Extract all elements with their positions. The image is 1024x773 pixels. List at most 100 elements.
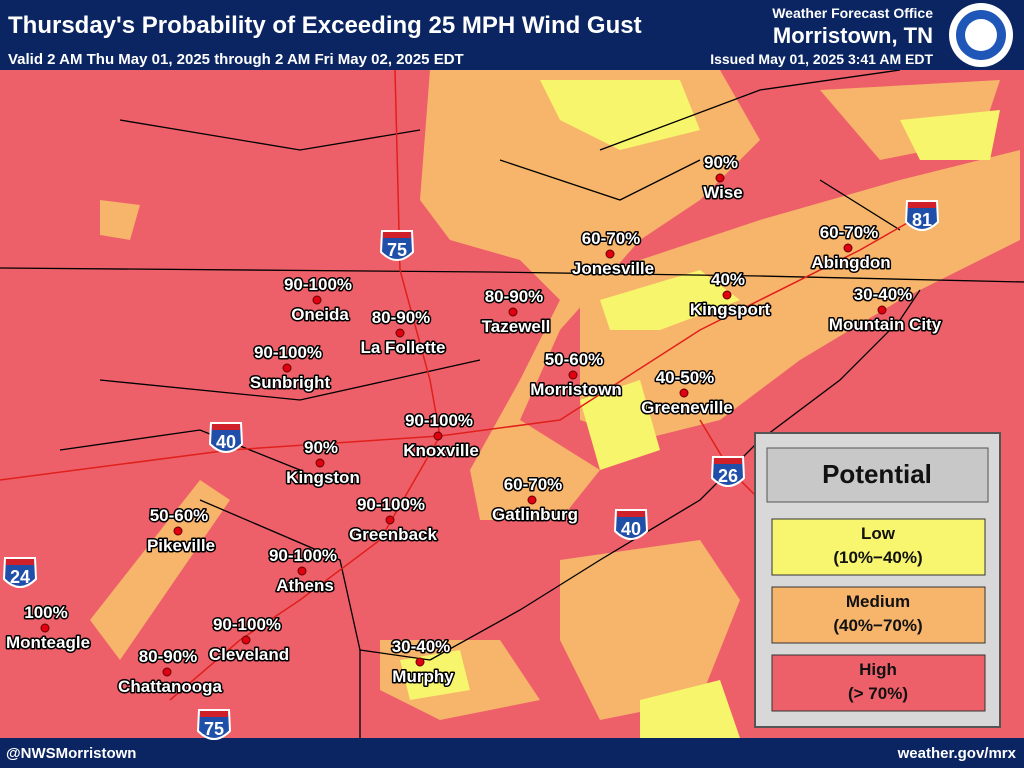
city-name: Greenback <box>349 525 437 544</box>
city-dot <box>508 307 518 317</box>
city-probability: 30-40% <box>854 285 913 304</box>
city-name: Greeneville <box>641 398 733 417</box>
city-dot <box>415 657 425 667</box>
city-probability: 50-60% <box>545 350 604 369</box>
city-dot <box>433 431 443 441</box>
city-name: Jonesville <box>572 259 654 278</box>
city-name: Gatlinburg <box>492 505 578 524</box>
city-probability: 100% <box>24 603 67 622</box>
legend-range: (10%−40%) <box>833 548 922 567</box>
city-dot <box>162 667 172 677</box>
city-probability: 30-40% <box>392 637 451 656</box>
city-name: Kingston <box>286 468 360 487</box>
city-probability: 60-70% <box>582 229 641 248</box>
city-dot <box>241 635 251 645</box>
footer-bar <box>0 738 1024 768</box>
legend-level: Medium <box>846 592 910 611</box>
legend-level: Low <box>861 524 896 543</box>
city-dot <box>395 328 405 338</box>
city-dot <box>843 243 853 253</box>
shield-top <box>714 458 742 464</box>
shield-top <box>6 559 34 565</box>
city-dot <box>715 173 725 183</box>
city-probability: 80-90% <box>372 308 431 327</box>
low-areas <box>400 80 1000 738</box>
city-dot <box>173 526 183 536</box>
city-probability: 90-100% <box>269 546 337 565</box>
interstate-shield <box>904 200 940 231</box>
city-dot <box>679 388 689 398</box>
interstate-shield <box>613 509 649 540</box>
interstate-number: 24 <box>10 567 30 587</box>
valid-time: Valid 2 AM Thu May 01, 2025 through 2 AM… <box>8 51 464 68</box>
interstate-number: 75 <box>387 240 407 260</box>
interstate-number: 40 <box>621 519 641 539</box>
city-probability: 80-90% <box>139 647 198 666</box>
interstate-number: 40 <box>216 432 236 452</box>
legend-swatch <box>771 654 986 712</box>
city-probability: 40-50% <box>656 368 715 387</box>
office-label: Weather Forecast Office <box>772 5 933 21</box>
medium-areas <box>90 70 1020 720</box>
interstate-number: 75 <box>204 719 224 739</box>
interstate-shield <box>208 422 244 453</box>
city-name: Kingsport <box>690 300 771 319</box>
city-name: Morristown <box>530 380 622 399</box>
city-name: Knoxville <box>403 441 479 460</box>
legend-range: (40%−70%) <box>833 616 922 635</box>
city-name: Tazewell <box>482 317 551 336</box>
shield-top <box>617 511 645 517</box>
interstate-shield <box>2 557 38 588</box>
city-name: Mountain City <box>829 315 942 334</box>
legend-level: High <box>859 660 897 679</box>
city-name: Sunbright <box>250 373 331 392</box>
city-dot <box>312 295 322 305</box>
city-probability: 90-100% <box>284 275 352 294</box>
legend-swatch <box>771 586 986 644</box>
city-probability: 60-70% <box>820 223 879 242</box>
city-name: Monteagle <box>6 633 90 652</box>
city-probability: 90-100% <box>213 615 281 634</box>
city-dot <box>605 249 615 259</box>
interstate-number: 81 <box>912 210 932 230</box>
shield-top <box>200 711 228 717</box>
city-name: Chattanooga <box>118 677 222 696</box>
city-name: La Follette <box>360 338 445 357</box>
city-name: Murphy <box>392 667 454 686</box>
city-dot <box>297 566 307 576</box>
city-dot <box>315 458 325 468</box>
city-probability: 90-100% <box>254 343 322 362</box>
city-dot <box>877 305 887 315</box>
city-probability: 90-100% <box>357 495 425 514</box>
city-name: Cleveland <box>209 645 289 664</box>
city-name: Pikeville <box>147 536 215 555</box>
header-bar <box>0 0 1024 70</box>
shield-top <box>908 202 936 208</box>
shield-top <box>383 232 411 238</box>
footer-right: weather.gov/mrx <box>897 745 1017 762</box>
legend: Potential Low (10%−40%) Medium (40%−70%) Hig… <box>754 432 1001 728</box>
city-dot <box>385 515 395 525</box>
city-probability: 50-60% <box>150 506 209 525</box>
office-name: Morristown, TN <box>773 23 933 48</box>
city-dot <box>40 623 50 633</box>
city-dot <box>722 290 732 300</box>
legend-swatch <box>771 518 986 576</box>
city-probability: 90% <box>704 153 738 172</box>
city-probability: 60-70% <box>504 475 563 494</box>
city-name: Oneida <box>291 305 349 324</box>
shield-top <box>212 424 240 430</box>
interstate-shield <box>710 456 746 487</box>
city-probability: 40% <box>711 270 745 289</box>
city-name: Abingdon <box>811 253 890 272</box>
city-name: Athens <box>276 576 334 595</box>
city-probability: 80-90% <box>485 287 544 306</box>
city-probability: 90-100% <box>405 411 473 430</box>
city-name: Wise <box>703 183 743 202</box>
city-dot <box>568 370 578 380</box>
interstate-number: 26 <box>718 466 738 486</box>
legend-range: (> 70%) <box>848 684 908 703</box>
nws-logo <box>949 3 1013 67</box>
city-dot <box>282 363 292 373</box>
